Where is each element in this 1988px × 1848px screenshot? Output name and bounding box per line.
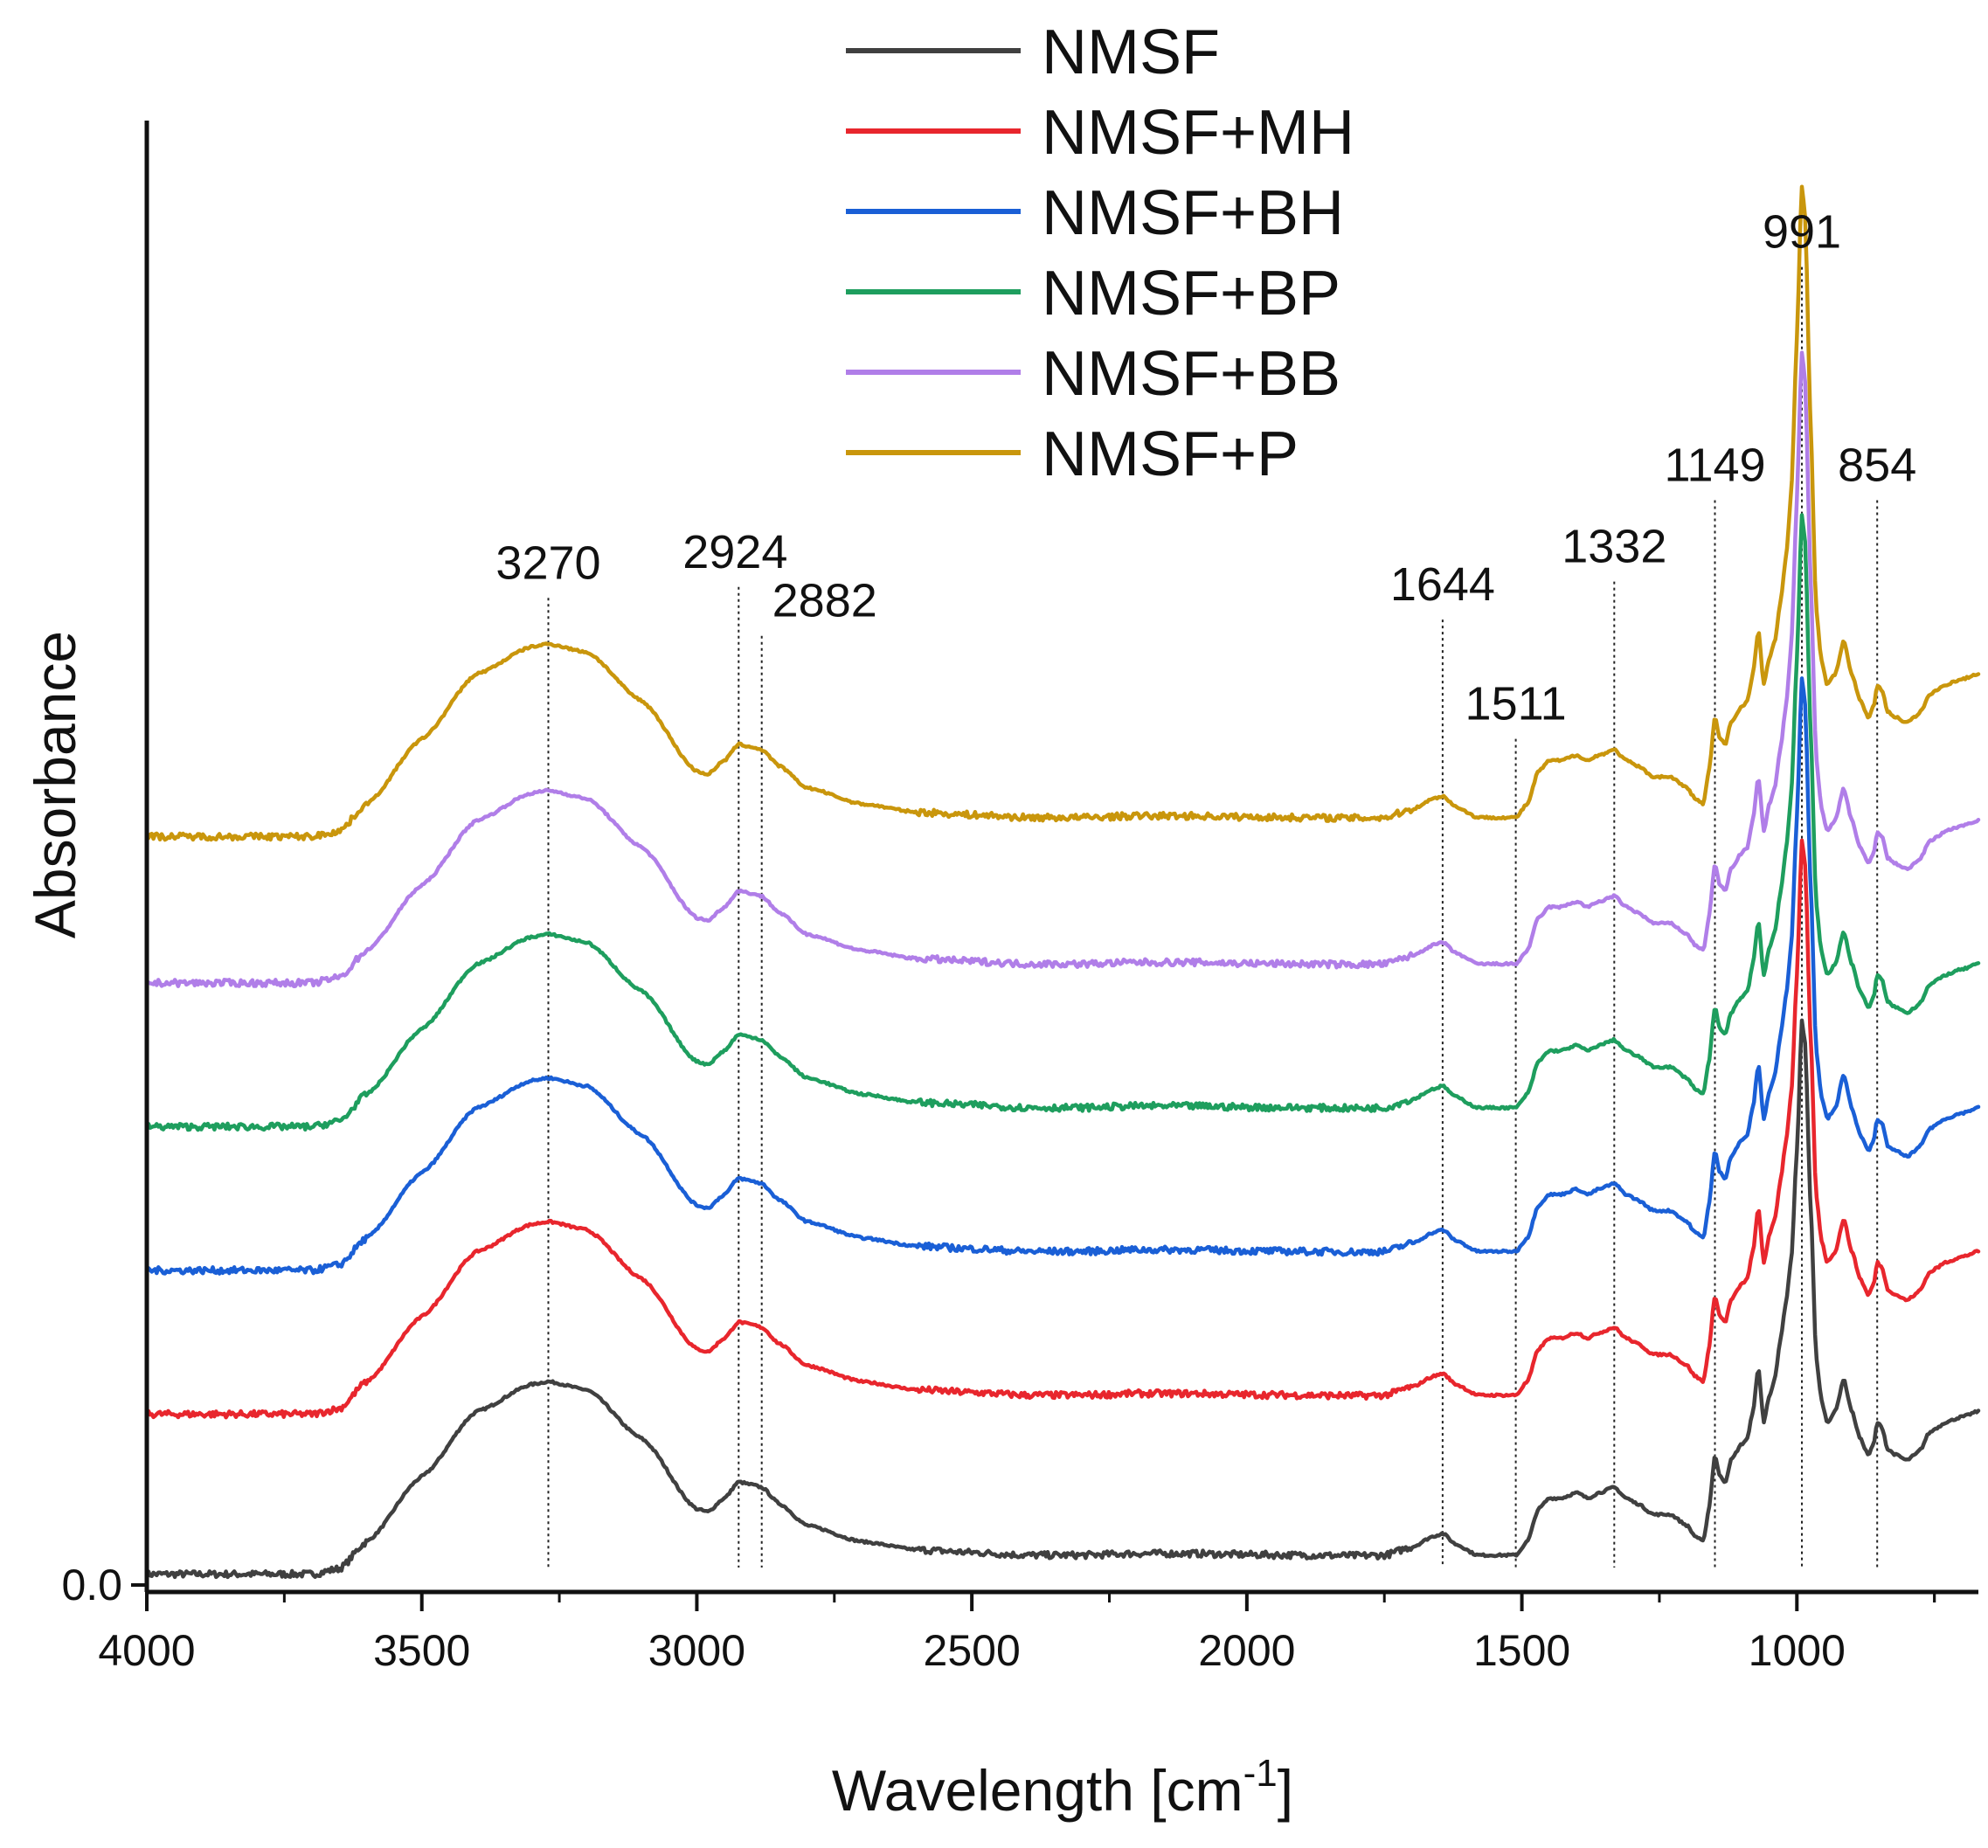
- legend-label-3: NMSF+BP: [1042, 259, 1340, 329]
- series-line-nmsf-bp: [144, 513, 1981, 1132]
- axes-group: [144, 121, 1978, 1595]
- peak-label-1332: 1332: [1562, 521, 1666, 573]
- peak-label-1511: 1511: [1465, 678, 1567, 730]
- x-tick-label-3000: 3000: [648, 1626, 745, 1675]
- series-line-nmsf-bh: [144, 676, 1981, 1276]
- x-tick-label-2500: 2500: [924, 1626, 1021, 1675]
- x-tick-label-2000: 2000: [1198, 1626, 1295, 1675]
- series-line-nmsf-mh: [144, 838, 1981, 1420]
- peak-annotation-group: [547, 266, 1879, 1568]
- x-tick-label-1500: 1500: [1473, 1626, 1570, 1675]
- series-line-nmsf: [144, 1018, 1981, 1580]
- x-axis-title-sup: -1: [1243, 1752, 1278, 1795]
- legend-label-5: NMSF+P: [1042, 419, 1299, 489]
- legend: NMSF NMSF+MH NMSF+BH NMSF+BP NMSF+BB NMSF+P: [846, 17, 1354, 489]
- y-tick-label-0: 0.0: [61, 1561, 122, 1609]
- peak-label-991: 991: [1763, 206, 1841, 259]
- x-tick-group: 4000 3500 3000 2500 2000 1500 1000: [98, 1592, 1936, 1675]
- peak-label-1644: 1644: [1390, 558, 1495, 611]
- x-axis-title-end: ]: [1278, 1758, 1293, 1823]
- x-tick-label-3500: 3500: [373, 1626, 470, 1675]
- peak-label-3270: 3270: [495, 536, 600, 589]
- y-axis-title: Absorbance: [23, 631, 87, 938]
- y-tick-group: 0.0: [61, 1561, 147, 1609]
- x-tick-label-4000: 4000: [98, 1626, 195, 1675]
- peak-label-2924: 2924: [682, 526, 787, 578]
- x-axis-title: Wavelength [cm-1]: [832, 1752, 1293, 1823]
- peak-label-854: 854: [1838, 440, 1916, 492]
- legend-label-2: NMSF+BH: [1042, 178, 1344, 248]
- x-tick-label-1000: 1000: [1749, 1626, 1846, 1675]
- legend-label-1: NMSF+MH: [1042, 98, 1354, 168]
- legend-label-4: NMSF+BB: [1042, 339, 1340, 409]
- x-axis-title-main: Wavelength [cm: [832, 1758, 1243, 1823]
- peak-label-1149: 1149: [1664, 440, 1765, 492]
- legend-label-0: NMSF: [1042, 17, 1220, 87]
- series-line-nmsf-bb: [144, 350, 1981, 988]
- peak-label-2882: 2882: [772, 575, 877, 627]
- series-group: [144, 184, 1981, 1580]
- series-line-nmsf-p: [144, 184, 1981, 842]
